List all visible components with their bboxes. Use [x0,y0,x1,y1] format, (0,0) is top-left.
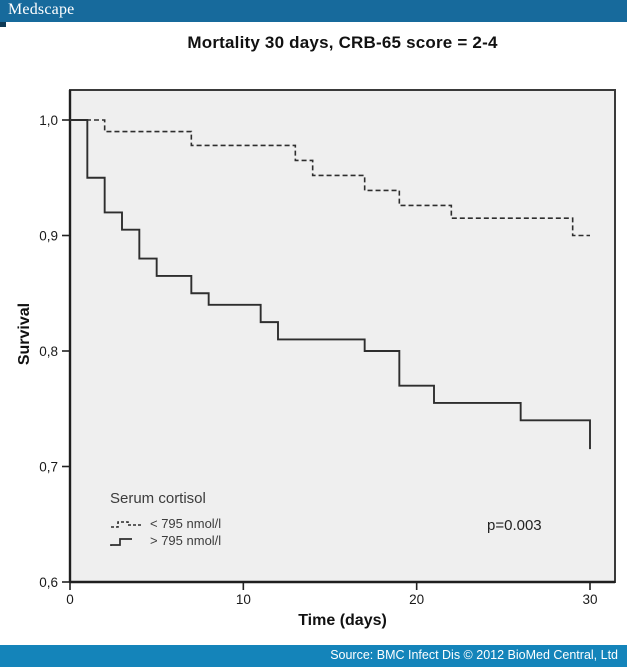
y-tick-label: 1,0 [39,113,58,128]
x-tick-label: 30 [582,592,597,607]
x-tick-label: 10 [236,592,251,607]
y-tick-label: 0,8 [39,344,58,359]
x-tick-label: 0 [66,592,74,607]
y-tick-label: 0,7 [39,460,58,475]
y-tick-label: 0,6 [39,575,58,590]
source-text: Source: BMC Infect Dis © 2012 BioMed Cen… [330,648,618,662]
legend-item: < 795 nmol/l [110,515,221,532]
legend-title: Serum cortisol [110,490,206,507]
legend-item-label: > 795 nmol/l [150,533,222,548]
figure-title: Mortality 30 days, CRB-65 score = 2-4 [187,33,498,52]
survival-curves [70,119,591,450]
axis-ticks: 1,0 0,9 0,8 0,7 0,6 0 10 20 30 [39,90,615,607]
y-tick-label: 0,9 [39,229,58,244]
source-footer-bar: Source: BMC Infect Dis © 2012 BioMed Cen… [0,645,627,667]
legend: Serum cortisol < 795 nmol/l > 795 nmol/l [110,490,221,549]
medscape-logo: Medscape [8,1,75,18]
x-axis-label: Time (days) [298,612,387,629]
survival-chart: 1,0 0,9 0,8 0,7 0,6 0 10 20 30 [39,89,616,607]
survival-curve-solid [70,119,591,450]
legend-item-label: < 795 nmol/l [150,516,222,531]
survival-curve-dashed [70,119,590,237]
dashed-line-sample-icon [111,520,141,528]
x-tick-label: 20 [409,592,424,607]
header-notch [0,22,6,27]
legend-item: > 795 nmol/l [110,532,221,549]
y-axis-label: Survival [16,302,33,366]
plot-area [69,89,616,583]
p-value-annotation: p=0.003 [487,517,542,534]
solid-line-sample-icon [110,537,132,546]
medscape-header-bar: Medscape [0,0,627,22]
